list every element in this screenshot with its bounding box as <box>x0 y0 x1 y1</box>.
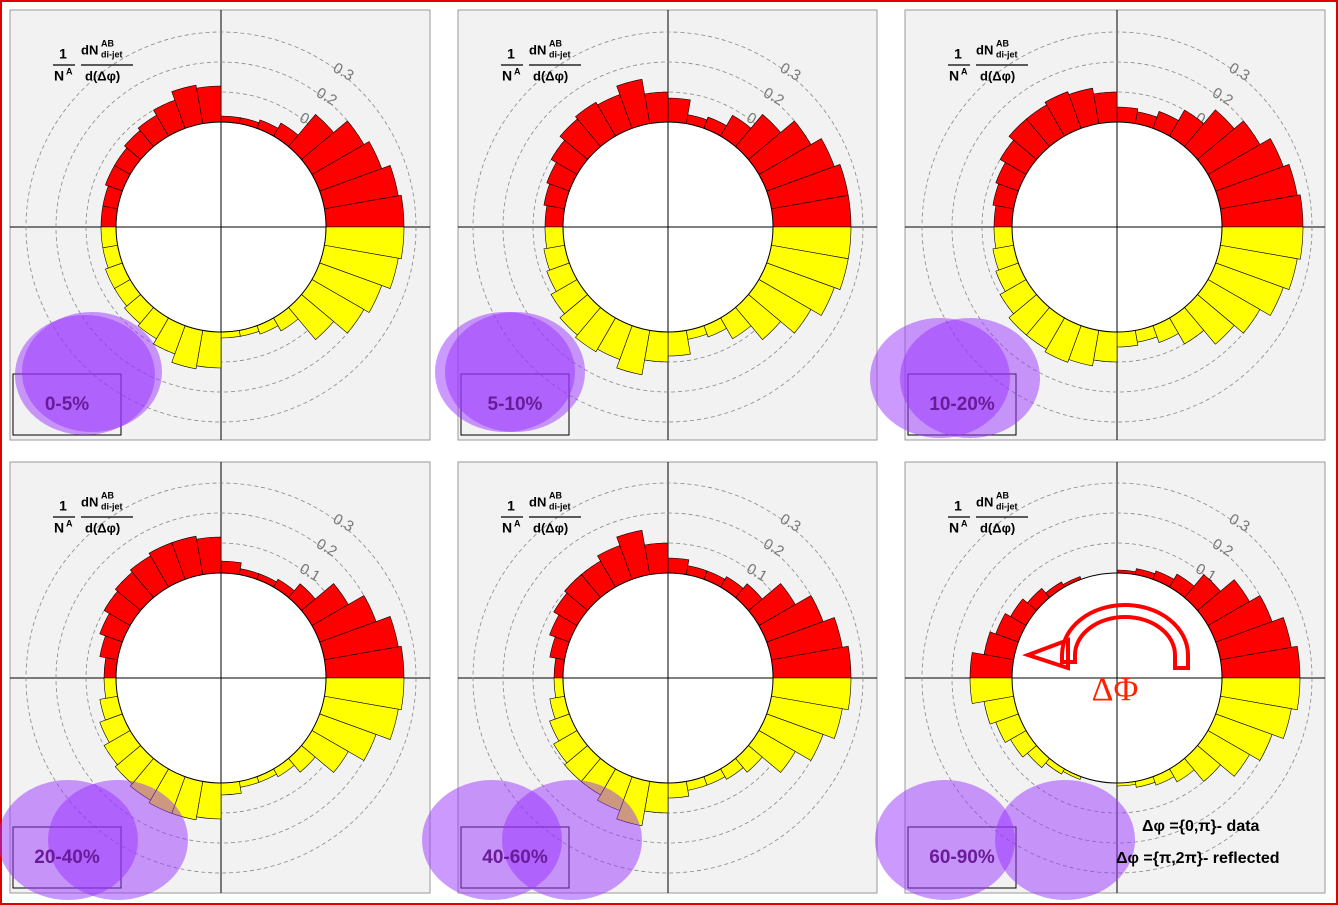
ylabel-part: N <box>949 68 959 84</box>
grid-circle <box>921 482 1313 874</box>
ylabel-part: AB <box>549 490 562 500</box>
ylabel-part: 1 <box>507 498 515 514</box>
ylabel-part: di-jet <box>101 49 123 59</box>
ylabel-part: 1 <box>954 498 962 514</box>
ylabel-part: AB <box>101 490 114 500</box>
highlight <box>48 780 188 900</box>
grid-circle <box>921 31 1313 423</box>
reflected-bar <box>667 330 691 357</box>
ylabel-part: A <box>514 518 521 528</box>
ylabel-part: A <box>514 66 521 76</box>
ylabel-part: A <box>66 66 73 76</box>
grid-circle <box>25 31 417 423</box>
ylabel-part: A <box>66 518 73 528</box>
highlight <box>995 780 1135 900</box>
ylabel-part: N <box>949 520 959 536</box>
bar <box>667 97 691 124</box>
ylabel-part: 1 <box>59 498 67 514</box>
highlight <box>875 780 1015 900</box>
ylabel-part: dN <box>529 494 546 509</box>
ylabel-part: N <box>502 520 512 536</box>
ylabel-part: d(Δφ) <box>533 68 568 83</box>
ylabel-part: di-jet <box>996 501 1018 511</box>
ylabel-part: AB <box>996 490 1009 500</box>
ylabel-part: d(Δφ) <box>85 520 120 535</box>
ylabel-part: dN <box>81 494 98 509</box>
ylabel-part: AB <box>549 38 562 48</box>
reflected-bar <box>993 226 1014 249</box>
ylabel-part: 1 <box>954 46 962 62</box>
ylabel-part: A <box>961 66 968 76</box>
ylabel-part: AB <box>996 38 1009 48</box>
panel-title: 60-90% <box>929 847 995 868</box>
panel-title: 5-10% <box>488 394 543 415</box>
grid-circle <box>25 482 417 874</box>
ylabel-part: d(Δφ) <box>980 68 1015 83</box>
panel-title: 0-5% <box>45 394 89 415</box>
panel-title: 20-40% <box>34 847 100 868</box>
bar <box>667 557 690 575</box>
ylabel-part: di-jet <box>549 49 571 59</box>
reflected-bar <box>544 226 565 249</box>
panel-title: 10-20% <box>929 394 995 415</box>
ylabel-part: d(Δφ) <box>533 520 568 535</box>
ylabel-part: N <box>54 520 64 536</box>
annotation: Δφ ={0,π}- data <box>1142 818 1260 835</box>
bar <box>100 205 118 228</box>
reflected-bar <box>100 226 118 249</box>
reflected-bar <box>667 781 690 799</box>
highlight <box>900 318 1040 438</box>
arrow-head <box>1021 637 1070 671</box>
grid-circle <box>472 31 864 423</box>
highlight <box>22 312 162 432</box>
ylabel-part: d(Δφ) <box>85 68 120 83</box>
ylabel-part: dN <box>81 42 98 57</box>
bar <box>544 205 565 228</box>
ylabel-part: di-jet <box>101 501 123 511</box>
ylabel-part: A <box>961 518 968 528</box>
reflected-bar <box>1116 330 1139 348</box>
ylabel-part: di-jet <box>996 49 1018 59</box>
annotation: ΔΦ <box>1092 671 1139 708</box>
highlight <box>502 780 642 900</box>
ylabel-part: N <box>502 68 512 84</box>
ylabel-part: N <box>54 68 64 84</box>
ylabel-part: dN <box>529 42 546 57</box>
annotation: Δφ ={π,2π}- reflected <box>1116 850 1280 867</box>
panel-title: 40-60% <box>482 847 548 868</box>
ylabel-part: 1 <box>59 46 67 62</box>
ylabel-part: d(Δφ) <box>980 520 1015 535</box>
ylabel-part: dN <box>976 42 993 57</box>
ylabel-part: 1 <box>507 46 515 62</box>
ylabel-part: dN <box>976 494 993 509</box>
bar <box>993 205 1014 228</box>
ylabel-part: di-jet <box>549 501 571 511</box>
grid-circle <box>472 482 864 874</box>
highlight <box>445 312 585 432</box>
bar <box>1116 106 1139 124</box>
ylabel-part: AB <box>101 38 114 48</box>
arrow <box>1060 603 1190 670</box>
